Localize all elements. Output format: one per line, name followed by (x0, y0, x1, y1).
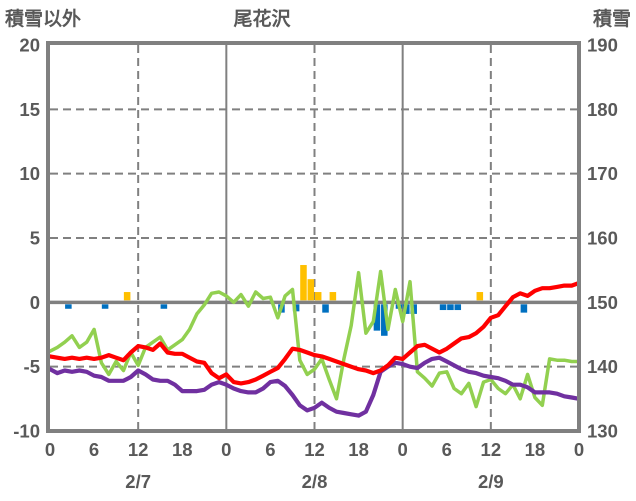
orange-bar (314, 292, 322, 301)
left-axis-tick-label: 20 (19, 35, 40, 56)
left-axis-tick-label: -10 (13, 421, 40, 442)
blue-bar (373, 304, 381, 331)
left-axis-tick-label: 0 (30, 292, 40, 313)
chart-title: 尾花沢 (233, 9, 291, 30)
x-axis-hour-label: 18 (525, 439, 546, 460)
left-axis-tick-label: 15 (19, 99, 40, 120)
x-axis-hour-label: 18 (172, 439, 193, 460)
blue-bar (439, 304, 447, 311)
left-axis-tick-label: -5 (24, 356, 40, 377)
plot-border (46, 41, 581, 433)
right-axis-tick-label: 150 (587, 292, 618, 313)
blue-bar (101, 304, 109, 309)
x-axis-hour-label: 0 (574, 439, 584, 460)
orange-bar (123, 292, 131, 301)
x-axis-hour-label: 12 (481, 439, 502, 460)
blue-bar (447, 304, 454, 311)
blue-bar (65, 304, 72, 309)
orange-bar (300, 265, 307, 301)
right-axis-title: 積雪 (592, 9, 631, 30)
left-axis-tick-label: 5 (30, 228, 40, 249)
blue-bar (454, 304, 462, 311)
x-axis-hour-label: 0 (221, 439, 231, 460)
red-line (47, 280, 581, 386)
blue-bar (381, 304, 388, 336)
orange-bar (329, 292, 337, 301)
right-axis-tick-label: 170 (587, 163, 618, 184)
right-axis-tick-label: 190 (587, 35, 618, 56)
x-axis-date-label: 2/9 (478, 471, 504, 492)
blue-bar (160, 304, 168, 309)
x-axis-hour-label: 12 (128, 439, 149, 460)
left-axis-tick-label: 10 (19, 163, 40, 184)
x-axis-hour-label: 6 (442, 439, 452, 460)
x-axis-hour-label: 18 (348, 439, 369, 460)
purple-line (47, 355, 581, 418)
orange-bar (307, 279, 315, 301)
x-axis-hour-label: 6 (265, 439, 275, 460)
blue-bar (322, 304, 329, 313)
left-axis-title: 積雪以外 (5, 9, 82, 30)
right-axis-tick-label: 160 (587, 228, 618, 249)
x-axis-date-label: 2/7 (125, 471, 151, 492)
right-axis-tick-label: 130 (587, 421, 618, 442)
x-axis-hour-label: 12 (304, 439, 325, 460)
x-axis-hour-label: 0 (45, 439, 55, 460)
right-axis-tick-label: 180 (587, 99, 618, 120)
right-axis-tick-label: 140 (587, 356, 618, 377)
x-axis-hour-label: 0 (398, 439, 408, 460)
green-line (48, 269, 581, 409)
x-axis-hour-label: 6 (89, 439, 99, 460)
orange-bar (476, 292, 484, 301)
x-axis-date-label: 2/8 (302, 471, 328, 492)
blue-bar (520, 304, 528, 313)
